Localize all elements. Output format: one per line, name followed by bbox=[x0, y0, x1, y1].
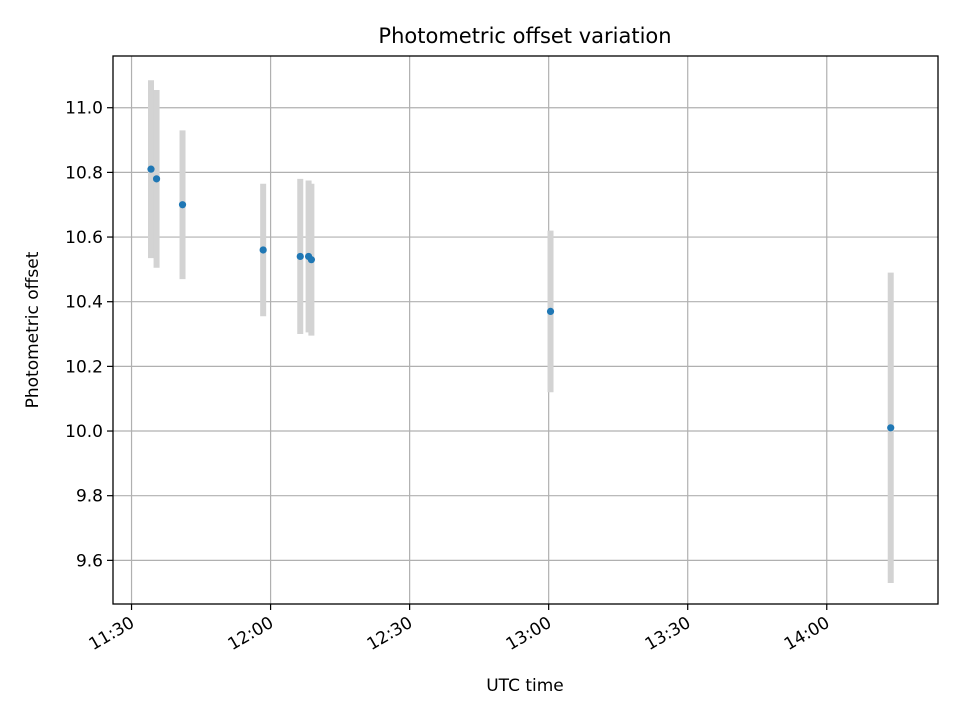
data-points bbox=[147, 165, 895, 432]
y-tick-label: 9.6 bbox=[76, 551, 103, 571]
x-tick-label: 12:30 bbox=[364, 613, 416, 655]
y-tick-label: 10.2 bbox=[65, 357, 103, 377]
data-point bbox=[152, 175, 161, 183]
x-tick-label: 13:30 bbox=[642, 613, 694, 655]
chart-title: Photometric offset variation bbox=[378, 24, 671, 48]
x-tick-label: 11:30 bbox=[86, 613, 138, 655]
x-axis-ticks: 11:30 12:00 12:30 13:00 13:30 14:00 bbox=[86, 604, 833, 655]
data-point bbox=[178, 201, 187, 209]
y-tick-label: 11.0 bbox=[65, 99, 103, 119]
y-axis-label: Photometric offset bbox=[23, 251, 43, 408]
data-point bbox=[296, 252, 304, 261]
grid-lines bbox=[113, 56, 938, 604]
data-point bbox=[546, 307, 555, 316]
data-point bbox=[307, 256, 315, 264]
y-tick-label: 10.6 bbox=[65, 228, 103, 248]
data-point bbox=[147, 165, 155, 173]
y-axis-ticks: 9.6 9.8 10.0 10.2 10.4 10.6 10.8 11.0 bbox=[65, 99, 113, 571]
data-point bbox=[259, 246, 267, 254]
y-tick-label: 10.0 bbox=[65, 422, 103, 442]
x-tick-label: 13:00 bbox=[503, 613, 555, 655]
data-point bbox=[887, 424, 895, 432]
y-tick-label: 9.8 bbox=[76, 487, 103, 507]
x-tick-label: 14:00 bbox=[781, 613, 833, 655]
plot-frame bbox=[112, 55, 939, 605]
x-tick-label: 12:00 bbox=[225, 613, 277, 655]
x-axis-label: UTC time bbox=[486, 676, 564, 696]
y-tick-label: 10.4 bbox=[65, 293, 103, 313]
plot-background bbox=[113, 56, 938, 604]
y-tick-label: 10.8 bbox=[65, 163, 103, 183]
